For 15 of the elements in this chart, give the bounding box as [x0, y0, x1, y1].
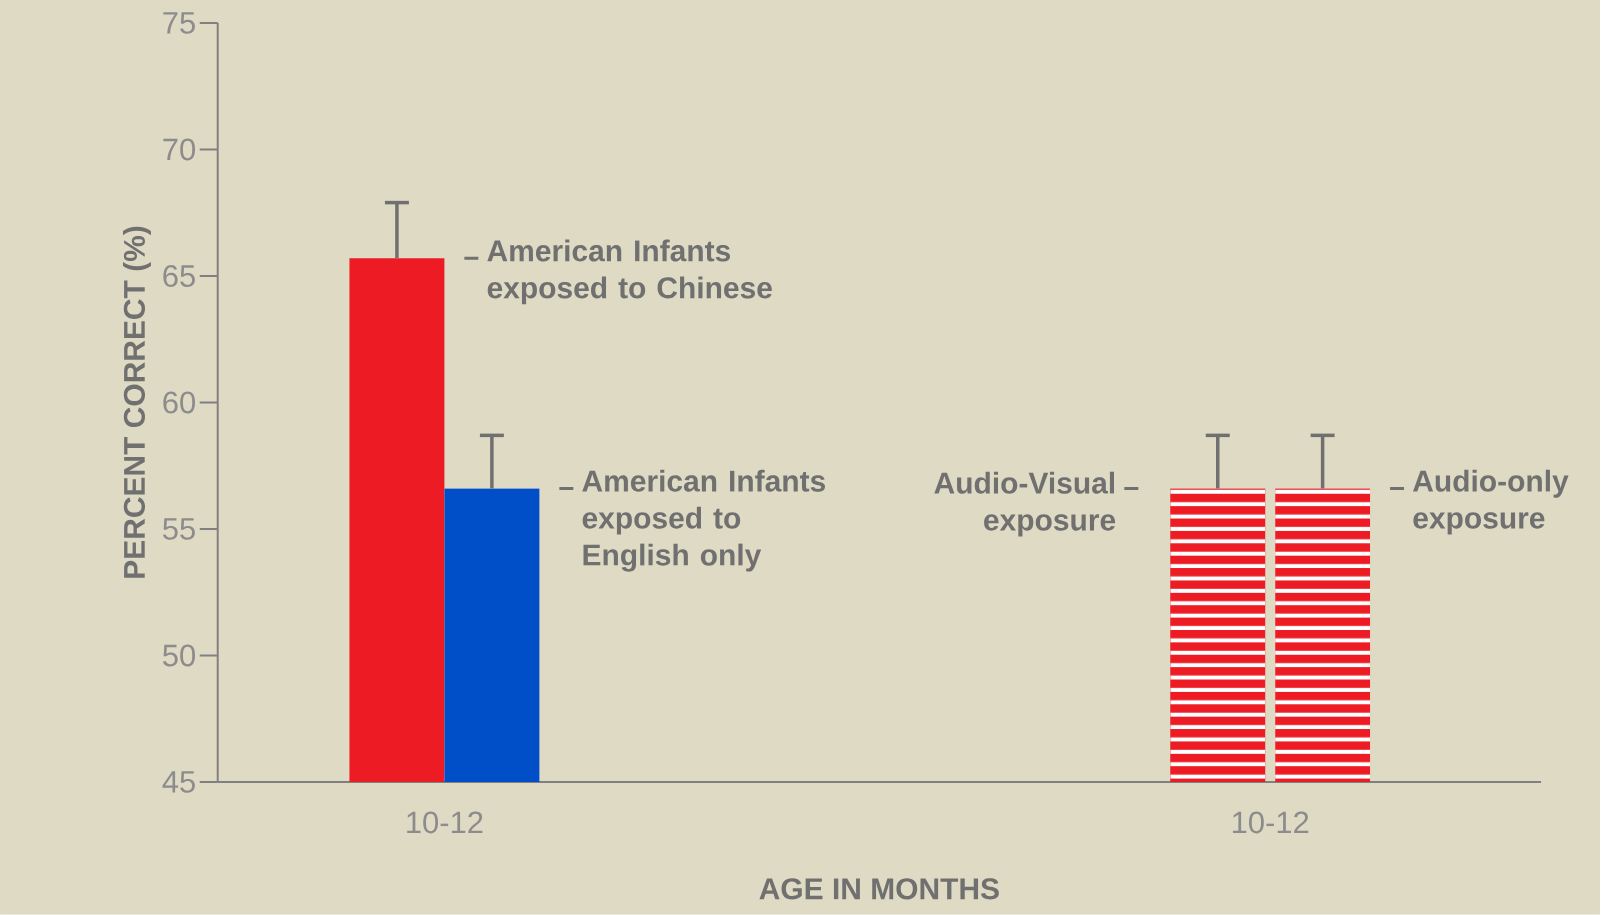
series-label: Audio-only exposure — [1413, 469, 1569, 535]
series-label: American Infants exposed to Chinese — [487, 239, 772, 305]
y-tick-label: 60 — [163, 391, 196, 414]
y-tick-label: 55 — [163, 518, 195, 540]
series-label: American Infants exposed to English only — [582, 469, 826, 572]
series-label: Audio-Visual exposure — [934, 471, 1116, 537]
y-tick-label: 65 — [163, 265, 195, 288]
x-tick-label: 10-12 — [407, 811, 483, 834]
x-axis-title: AGE IN MONTHS — [759, 878, 999, 900]
y-tick-label: 75 — [163, 12, 195, 34]
y-axis-title: PERCENT CORRECT (%) — [123, 226, 151, 578]
y-tick-label: 70 — [163, 138, 196, 161]
x-tick-label: 10-12 — [1232, 811, 1309, 834]
y-tick-label: 45 — [162, 771, 195, 793]
y-tick-label: 50 — [163, 644, 196, 667]
